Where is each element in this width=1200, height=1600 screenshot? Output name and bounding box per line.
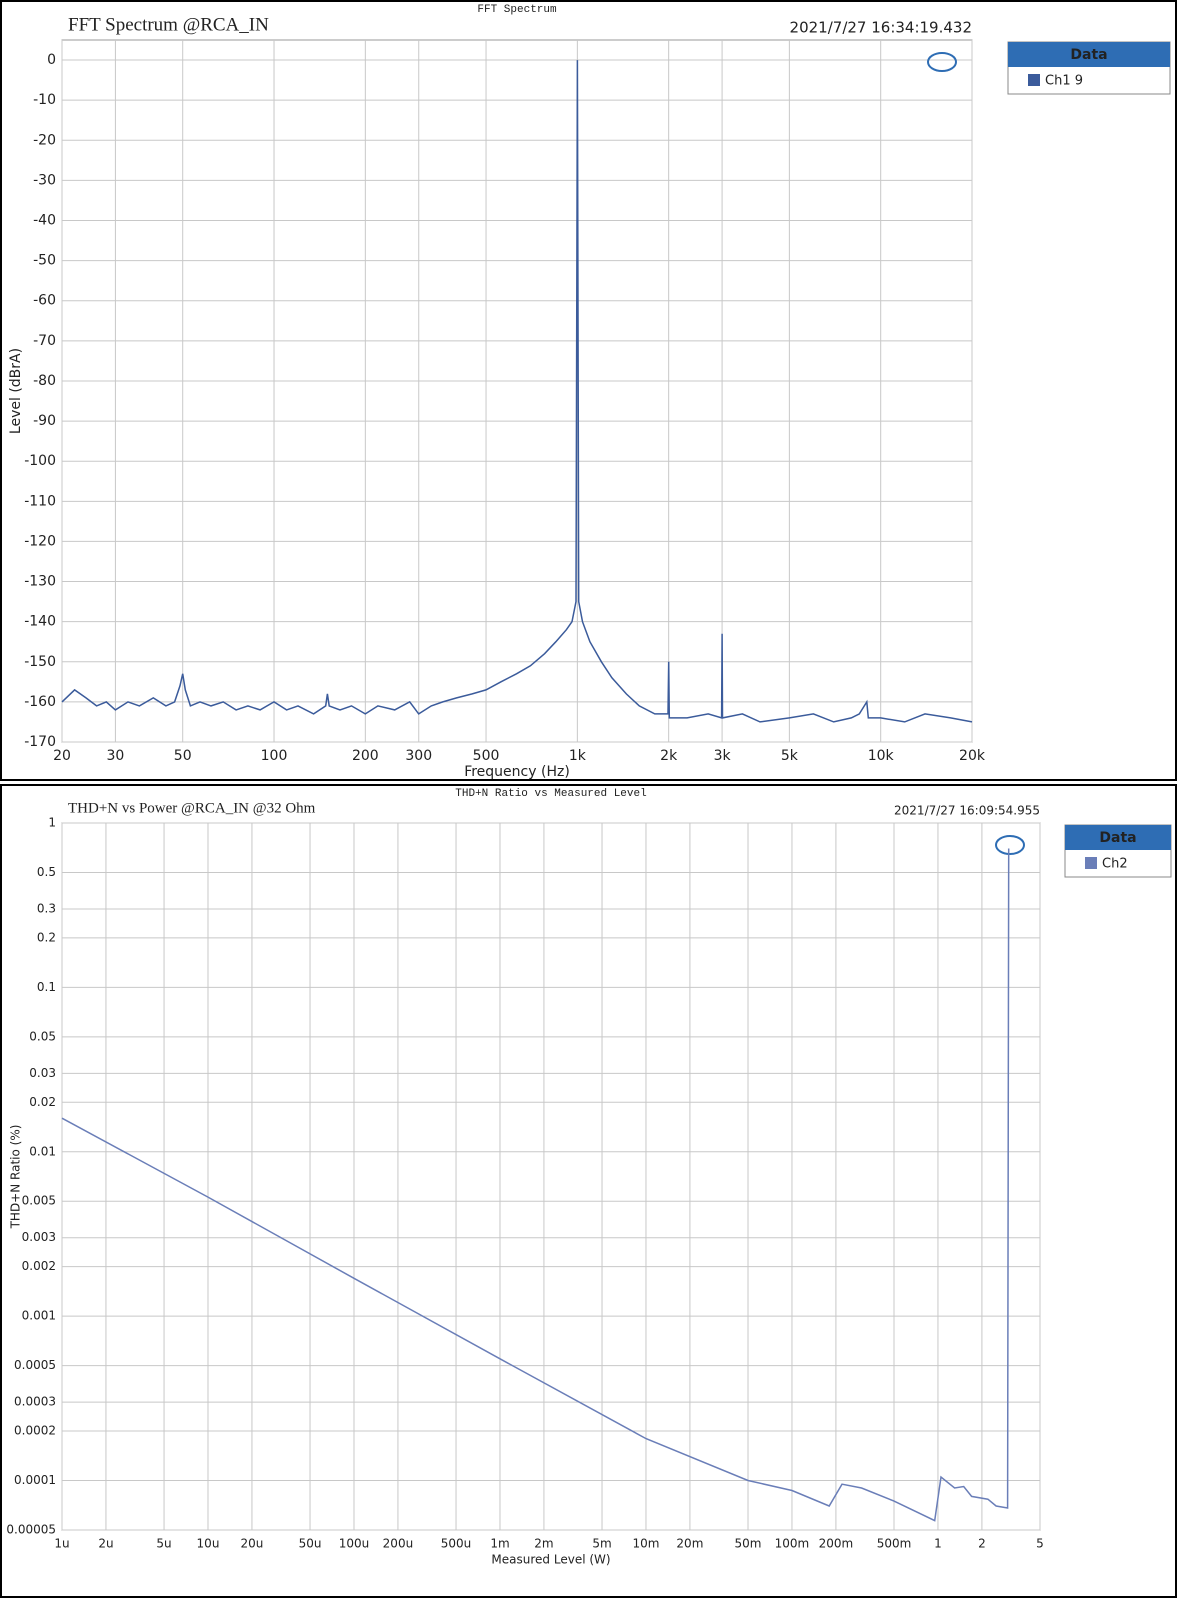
x-tick-label: 100m — [775, 1537, 810, 1551]
y-tick-label: -130 — [24, 574, 56, 590]
y-tick-label: 0 — [47, 52, 56, 68]
plot-area — [61, 822, 1041, 1531]
legend-label: Ch2 — [1102, 857, 1128, 872]
x-tick-label: 2 — [978, 1537, 986, 1551]
chart-title: FFT Spectrum — [477, 4, 557, 16]
legend-title: Data — [1070, 47, 1107, 63]
x-tick-label: 100u — [339, 1537, 370, 1551]
x-tick-label: 2u — [98, 1537, 113, 1551]
x-tick-label: 200 — [352, 748, 379, 764]
chart-title: THD+N Ratio vs Measured Level — [455, 788, 646, 800]
y-tick-label: 0.2 — [37, 930, 56, 944]
x-tick-label: 300 — [405, 748, 432, 764]
x-tick-label: 20m — [676, 1537, 703, 1551]
timestamp: 2021/7/27 16:34:19.432 — [790, 19, 972, 37]
y-tick-label: -80 — [33, 373, 56, 389]
series-line — [61, 848, 1010, 1522]
y-tick-label: -40 — [33, 213, 56, 229]
logo — [927, 52, 957, 72]
x-tick-label: 20u — [241, 1537, 264, 1551]
x-tick-label: 500 — [473, 748, 500, 764]
x-tick-label: 30 — [107, 748, 125, 764]
x-tick-label: 50m — [735, 1537, 762, 1551]
y-axis-label: THD+N Ratio (%) — [9, 1125, 23, 1230]
y-tick-label: 0.002 — [22, 1259, 56, 1273]
y-tick-label: 0.01 — [29, 1144, 56, 1158]
y-tick-label: 1 — [48, 816, 56, 830]
x-tick-label: 5k — [781, 748, 799, 764]
y-tick-label: 0.02 — [29, 1095, 56, 1109]
legend-swatch — [1028, 74, 1040, 86]
logo — [995, 835, 1025, 855]
y-tick-label: 0.1 — [37, 980, 56, 994]
y-tick-label: 0.05 — [29, 1029, 56, 1043]
y-tick-label: -170 — [24, 734, 56, 750]
y-tick-label: -90 — [33, 413, 56, 429]
legend-title: Data — [1099, 830, 1136, 846]
y-tick-label: 0.03 — [29, 1066, 56, 1080]
y-tick-label: -10 — [33, 92, 56, 108]
y-tick-label: -20 — [33, 132, 56, 148]
x-tick-label: 10u — [197, 1537, 220, 1551]
y-tick-label: -120 — [24, 533, 56, 549]
x-tick-label: 10m — [632, 1537, 659, 1551]
x-tick-label: 100 — [261, 748, 288, 764]
plot-area — [61, 39, 973, 743]
y-tick-label: -50 — [33, 253, 56, 269]
y-tick-label: 0.005 — [22, 1194, 56, 1208]
x-tick-label: 20 — [53, 748, 71, 764]
legend-label: Ch1 9 — [1045, 74, 1083, 89]
y-tick-label: -150 — [24, 654, 56, 670]
x-tick-label: 500m — [877, 1537, 912, 1551]
x-tick-label: 5u — [156, 1537, 171, 1551]
x-tick-label: 20k — [959, 748, 986, 764]
legend-header — [1065, 825, 1171, 850]
y-tick-label: 0.5 — [37, 865, 56, 879]
y-tick-label: -60 — [33, 293, 56, 309]
x-axis-label: Measured Level (W) — [491, 1553, 610, 1567]
y-tick-label: -160 — [24, 694, 56, 710]
x-tick-label: 200u — [383, 1537, 414, 1551]
y-tick-label: 0.00005 — [6, 1523, 56, 1537]
x-axis-label: Frequency (Hz) — [464, 764, 570, 780]
chart-subtitle: FFT Spectrum @RCA_IN — [68, 14, 269, 35]
y-tick-label: 0.0005 — [14, 1358, 56, 1372]
y-tick-label: -70 — [33, 333, 56, 349]
x-tick-label: 2k — [660, 748, 678, 764]
y-tick-label: -30 — [33, 172, 56, 188]
x-tick-label: 10k — [868, 748, 895, 764]
y-tick-label: -100 — [24, 453, 56, 469]
x-tick-label: 1 — [934, 1537, 942, 1551]
y-tick-label: 0.001 — [22, 1309, 56, 1323]
legend-header — [1008, 42, 1170, 67]
series-line — [61, 60, 973, 723]
legend-swatch — [1085, 857, 1097, 869]
y-tick-label: 0.0001 — [14, 1473, 56, 1487]
x-tick-label: 1k — [569, 748, 587, 764]
y-axis-label: Level (dBrA) — [8, 348, 24, 434]
y-tick-label: 0.0003 — [14, 1395, 56, 1409]
x-tick-label: 50u — [299, 1537, 322, 1551]
y-tick-label: -110 — [24, 493, 56, 509]
x-tick-label: 500u — [441, 1537, 472, 1551]
x-tick-label: 50 — [174, 748, 192, 764]
timestamp: 2021/7/27 16:09:54.955 — [894, 804, 1040, 818]
x-tick-label: 1u — [54, 1537, 69, 1551]
x-tick-label: 5 — [1036, 1537, 1044, 1551]
x-tick-label: 2m — [534, 1537, 553, 1551]
y-tick-label: 0.3 — [37, 901, 56, 915]
x-tick-label: 3k — [714, 748, 732, 764]
x-tick-label: 1m — [490, 1537, 509, 1551]
x-tick-label: 200m — [819, 1537, 854, 1551]
y-tick-label: -140 — [24, 614, 56, 630]
chart-subtitle: THD+N vs Power @RCA_IN @32 Ohm — [68, 800, 316, 816]
y-tick-label: 0.003 — [22, 1230, 56, 1244]
x-tick-label: 5m — [592, 1537, 611, 1551]
y-tick-label: 0.0002 — [14, 1424, 56, 1438]
